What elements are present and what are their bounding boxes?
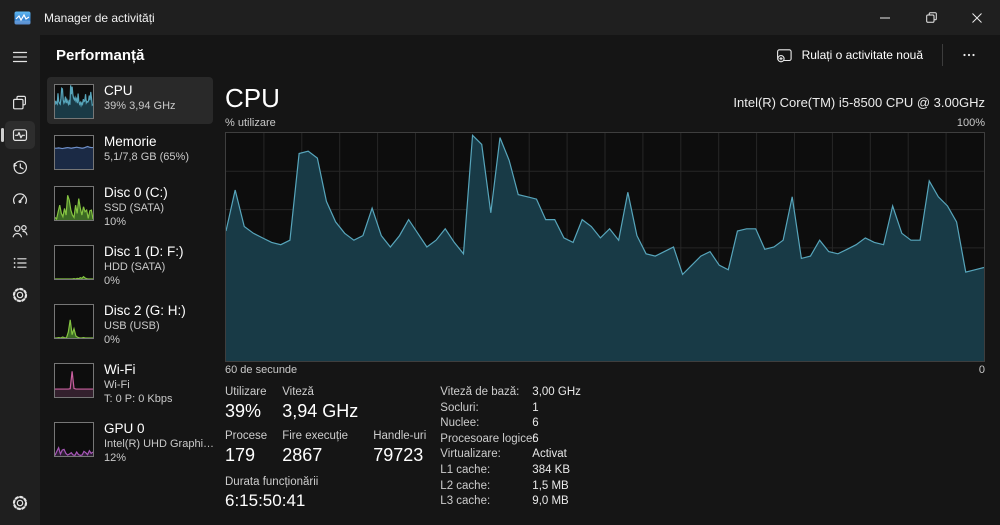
gpu-mini-chart bbox=[54, 422, 94, 457]
device-item-wifi[interactable]: Wi-Fi Wi-Fi T: 0 P: 0 Kbps bbox=[47, 356, 213, 411]
performance-device-list: CPU 39% 3,94 GHz Memorie 5,1/7,8 GB (65%… bbox=[47, 77, 216, 474]
details-list-icon bbox=[13, 257, 27, 269]
cpu-stats-left: Utilizare 39% Viteză 3,94 GHz Procese 17… bbox=[225, 385, 426, 513]
cpu-stats-right: Viteză de bază: 3,00 GHz Socluri: 1 Nucl… bbox=[440, 386, 581, 508]
cpu-model-name: Intel(R) Core(TM) i5-8500 CPU @ 3.00GHz bbox=[733, 95, 985, 110]
gauge-icon bbox=[13, 193, 27, 204]
device-title: Disc 0 (C:) bbox=[104, 185, 168, 200]
restore-button[interactable] bbox=[908, 0, 954, 35]
device-stat: 0% bbox=[104, 275, 120, 287]
x-axis-left-label: 60 de secunde bbox=[225, 364, 298, 376]
x-axis-right-label: 0 bbox=[978, 364, 985, 376]
disk1-mini-chart bbox=[54, 245, 94, 280]
ellipsis-icon bbox=[963, 53, 975, 57]
device-title: Wi-Fi bbox=[104, 362, 136, 377]
hamburger-icon bbox=[12, 51, 28, 63]
header-actions: Rulați o activitate nouă bbox=[768, 41, 984, 69]
device-title: Memorie bbox=[104, 134, 157, 149]
performance-icon bbox=[12, 129, 28, 142]
stat-processes: Procese 179 bbox=[225, 430, 268, 465]
device-type: USB (USB) bbox=[104, 320, 160, 332]
device-title: GPU 0 bbox=[104, 421, 145, 436]
history-clock-icon bbox=[13, 160, 28, 175]
cpu-stats: Utilizare 39% Viteză 3,94 GHz Procese 17… bbox=[225, 385, 985, 513]
minimize-icon bbox=[880, 17, 890, 18]
device-item-gpu[interactable]: GPU 0 Intel(R) UHD Graphics ... 12% bbox=[47, 415, 216, 470]
stat-handles: Handle-uri 79723 bbox=[373, 430, 427, 465]
disk0-mini-chart bbox=[54, 186, 94, 221]
stat-threads: Fire execuție 2867 bbox=[282, 430, 349, 465]
stat-utilization: Utilizare 39% bbox=[225, 386, 267, 421]
device-item-disk1[interactable]: Disc 1 (D: F:) HDD (SATA) 0% bbox=[47, 238, 213, 293]
device-type: SSD (SATA) bbox=[104, 202, 165, 214]
page-title: Performanță bbox=[56, 46, 145, 64]
content-area: Performanță Rulați o activitate nouă bbox=[40, 35, 1000, 525]
services-gear-icon bbox=[12, 287, 28, 303]
device-stat: T: 0 P: 0 Kbps bbox=[104, 393, 173, 405]
close-icon bbox=[972, 12, 982, 23]
wifi-mini-chart bbox=[54, 363, 94, 398]
window-title: Manager de activități bbox=[44, 10, 155, 25]
cpu-mini-chart bbox=[54, 84, 94, 119]
disk2-mini-chart bbox=[54, 304, 94, 339]
run-new-task-button[interactable]: Rulați o activitate nouă bbox=[768, 41, 931, 69]
window-controls bbox=[862, 0, 1000, 35]
y-axis-max-label: 100% bbox=[956, 117, 985, 129]
navigation-menu-button[interactable] bbox=[5, 43, 35, 71]
nav-users[interactable] bbox=[5, 217, 35, 245]
restore-icon bbox=[925, 12, 937, 23]
device-item-disk0[interactable]: Disc 0 (C:) SSD (SATA) 10% bbox=[47, 179, 213, 234]
nav-services[interactable] bbox=[5, 281, 35, 309]
device-stat: 12% bbox=[104, 452, 127, 464]
device-type: Wi-Fi bbox=[104, 379, 130, 391]
nav-performance[interactable] bbox=[1, 121, 35, 149]
close-button[interactable] bbox=[954, 0, 1000, 35]
page-header: Performanță Rulați o activitate nouă bbox=[40, 35, 1000, 75]
device-title: Disc 2 (G: H:) bbox=[104, 303, 186, 318]
nav-processes[interactable] bbox=[5, 89, 35, 117]
device-type: HDD (SATA) bbox=[104, 261, 166, 273]
processes-icon bbox=[12, 95, 26, 110]
device-title: Disc 1 (D: F:) bbox=[104, 244, 184, 259]
minimize-button[interactable] bbox=[862, 0, 908, 35]
nav-app-history[interactable] bbox=[5, 153, 35, 181]
cpu-usage-chart[interactable] bbox=[225, 132, 985, 362]
device-stat: 10% bbox=[104, 216, 127, 228]
nav-details[interactable] bbox=[5, 249, 35, 277]
device-item-disk2[interactable]: Disc 2 (G: H:) USB (USB) 0% bbox=[47, 297, 213, 352]
more-options-button[interactable] bbox=[954, 42, 984, 68]
nav-startup-apps[interactable] bbox=[5, 185, 35, 213]
nav-rail bbox=[0, 35, 40, 525]
task-manager-app-icon bbox=[14, 11, 31, 25]
cpu-title: CPU bbox=[225, 83, 280, 113]
device-stat: 39% 3,94 GHz bbox=[104, 100, 176, 112]
y-axis-label: % utilizare bbox=[225, 117, 276, 129]
device-title: CPU bbox=[104, 83, 133, 98]
device-item-memory[interactable]: Memorie 5,1/7,8 GB (65%) bbox=[47, 128, 213, 175]
device-item-cpu[interactable]: CPU 39% 3,94 GHz bbox=[47, 77, 213, 124]
device-stat: 5,1/7,8 GB (65%) bbox=[104, 151, 189, 163]
cpu-detail-panel: CPU Intel(R) Core(TM) i5-8500 CPU @ 3.00… bbox=[225, 84, 985, 513]
stat-speed: Viteză 3,94 GHz bbox=[282, 386, 359, 421]
memory-mini-chart bbox=[54, 135, 94, 170]
users-icon bbox=[12, 225, 28, 238]
settings-gear-icon bbox=[12, 495, 28, 511]
stat-uptime: Durata funcționării 6:15:50:41 bbox=[225, 476, 319, 510]
device-stat: 0% bbox=[104, 334, 120, 346]
settings-button[interactable] bbox=[5, 489, 35, 517]
run-new-task-label: Rulați o activitate nouă bbox=[801, 48, 923, 62]
new-task-icon bbox=[776, 49, 792, 63]
device-type: Intel(R) UHD Graphics ... bbox=[104, 438, 216, 450]
titlebar: Manager de activități bbox=[0, 0, 1000, 35]
header-separator bbox=[942, 44, 943, 66]
